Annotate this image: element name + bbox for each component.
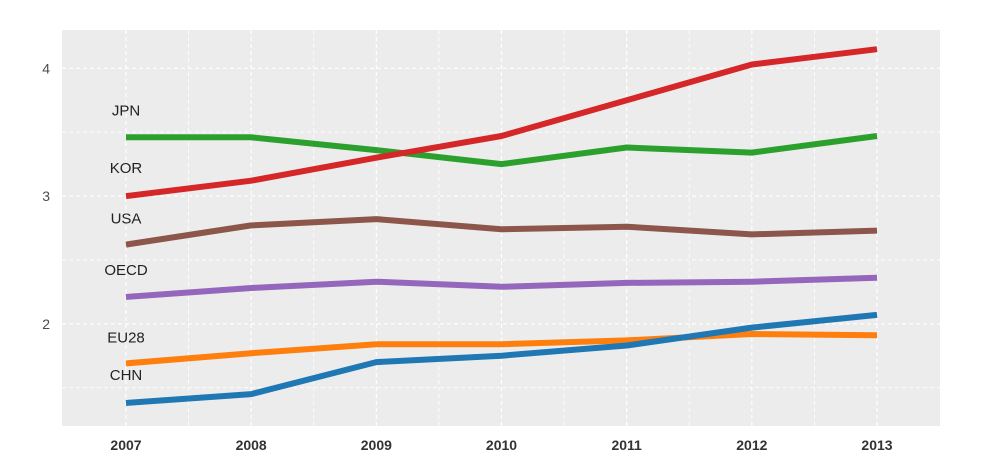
x-axis-ticks: 2007 2008 2009 2010 2011 2012 2013 bbox=[110, 437, 892, 453]
series-label-usa: USA bbox=[111, 211, 142, 228]
x-tick-label: 2012 bbox=[736, 437, 767, 453]
x-tick-label: 2009 bbox=[361, 437, 392, 453]
series-line-kor bbox=[125, 46, 878, 200]
series-label-jpn: JPN bbox=[112, 102, 140, 119]
y-axis-ticks: 2 3 4 bbox=[42, 60, 50, 331]
y-tick-label: 2 bbox=[42, 316, 50, 332]
series-line-chn bbox=[125, 311, 878, 406]
series-label-kor: KOR bbox=[110, 160, 143, 177]
series-line-usa bbox=[125, 216, 878, 248]
series-line-eu28 bbox=[125, 331, 878, 367]
series-label-oecd: OECD bbox=[104, 262, 148, 279]
series-lines bbox=[125, 46, 878, 406]
y-tick-label: 3 bbox=[42, 188, 50, 204]
x-tick-label: 2011 bbox=[611, 437, 642, 453]
y-tick-label: 4 bbox=[42, 60, 50, 76]
series-line-jpn bbox=[126, 133, 878, 168]
x-tick-label: 2013 bbox=[861, 437, 892, 453]
x-tick-label: 2007 bbox=[110, 437, 141, 453]
series-label-eu28: EU28 bbox=[107, 329, 145, 346]
x-tick-label: 2010 bbox=[486, 437, 517, 453]
series-labels: JPN KOR USA OECD EU28 CHN bbox=[104, 102, 148, 384]
x-tick-label: 2008 bbox=[236, 437, 267, 453]
series-label-chn: CHN bbox=[110, 367, 143, 384]
series-line-oecd bbox=[125, 274, 878, 300]
